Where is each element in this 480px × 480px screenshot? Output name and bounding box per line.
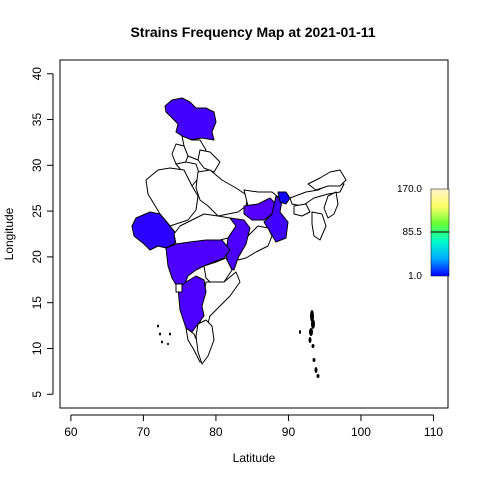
state-uttar-pradesh [195, 169, 249, 217]
y-tick-label: 20 [30, 250, 44, 264]
island-mark [159, 332, 161, 336]
state-nagaland-manipur [323, 191, 339, 219]
island-mark [311, 319, 315, 329]
y-tick-label: 25 [30, 204, 44, 218]
state-tamil-nadu [195, 319, 215, 365]
island-mark [161, 340, 163, 344]
x-axis-label: Latitude [233, 451, 276, 465]
state-karnataka [177, 275, 207, 333]
state-arunachal [307, 169, 347, 191]
state-uttarakhand [197, 149, 221, 173]
chart-title: Strains Frequency Map at 2021-01-11 [130, 24, 375, 40]
y-tick-label: 40 [30, 67, 44, 81]
state-odisha [237, 225, 273, 261]
x-tick-label: 70 [137, 425, 151, 439]
island-mark [316, 374, 320, 378]
island-mark [312, 358, 316, 362]
x-tick-label: 80 [209, 425, 223, 439]
state-jammu-kashmir [164, 97, 217, 141]
state-chhattisgarh [225, 217, 251, 271]
state-meghalaya [293, 203, 311, 217]
x-tick-label: 110 [424, 425, 443, 439]
state-telangana [203, 257, 233, 285]
state-rajasthan [145, 167, 199, 227]
state-goa [175, 283, 183, 293]
island-mark [309, 328, 313, 336]
y-tick-label: 15 [30, 296, 44, 310]
x-tick-label: 90 [282, 425, 296, 439]
island-mark [169, 332, 171, 336]
state-polygons [131, 97, 347, 365]
legend-mid-label: 85.5 [403, 227, 423, 238]
y-tick-label: 10 [30, 341, 44, 355]
island-mark [167, 342, 169, 346]
state-tripura-mizoram [311, 211, 327, 241]
island-mark [314, 367, 318, 373]
y-axis: 5 10 15 20 25 30 35 40 [30, 67, 54, 398]
island-marks [157, 310, 320, 378]
x-axis: 60 70 80 90 100 110 [64, 414, 443, 439]
y-tick-label: 5 [30, 391, 44, 398]
x-tick-label: 60 [64, 425, 78, 439]
x-tick-label: 100 [351, 425, 371, 439]
color-legend: 170.0 85.5 1.0 [397, 184, 450, 282]
y-tick-label: 35 [30, 113, 44, 127]
state-west-bengal [263, 195, 289, 243]
island-mark [311, 344, 315, 348]
legend-min-label: 1.0 [408, 271, 422, 282]
y-tick-label: 30 [30, 158, 44, 172]
legend-max-label: 170.0 [397, 184, 422, 195]
island-mark [308, 337, 312, 343]
y-axis-label: Longitude [2, 207, 16, 260]
island-mark [299, 330, 301, 334]
state-sikkim [277, 191, 291, 205]
island-mark [157, 324, 159, 328]
